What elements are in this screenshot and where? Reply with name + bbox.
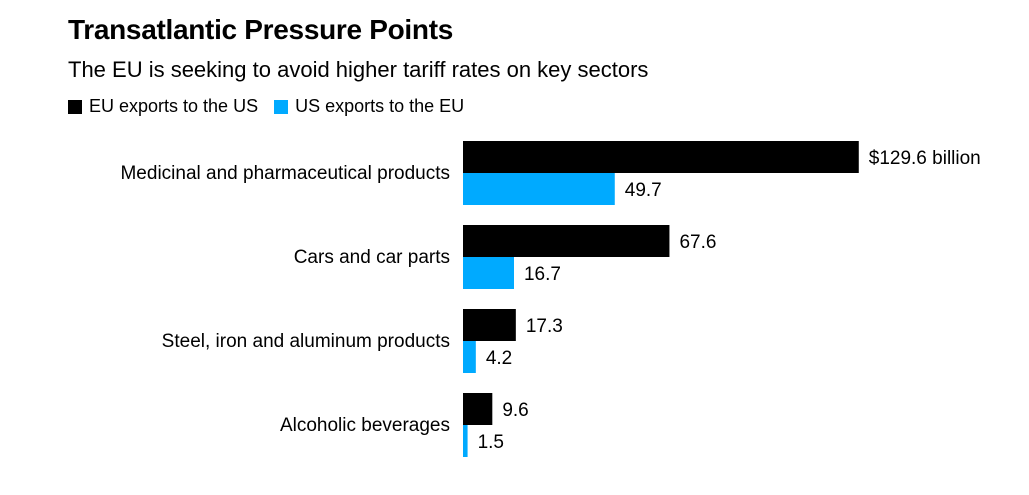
chart-title: Transatlantic Pressure Points [68,14,454,45]
category-label-alcoholic-beverages: Alcoholic beverages [280,415,450,436]
bar-eu-alcoholic-beverages [463,393,493,425]
bar-eu-cars-and-car-parts [463,225,670,257]
legend-item-us: US exports to the EU [274,96,464,117]
legend: EU exports to the US US exports to the E… [68,96,480,117]
chart-subtitle: The EU is seeking to avoid higher tariff… [68,57,649,82]
value-label-us-cars-and-car-parts: 16.7 [524,264,561,285]
value-label-eu-medicinal-and-pharmaceutical-products: $129.6 billion [869,148,981,169]
legend-swatch-eu [68,99,82,114]
bar-us-medicinal-and-pharmaceutical-products [463,173,615,205]
value-label-us-alcoholic-beverages: 1.5 [478,432,504,453]
bar-eu-medicinal-and-pharmaceutical-products [463,141,859,173]
legend-item-eu: EU exports to the US [68,96,258,117]
bar-us-cars-and-car-parts [463,257,514,289]
bar-eu-steel-iron-and-aluminum-products [463,309,516,341]
value-label-eu-steel-iron-and-aluminum-products: 17.3 [526,316,563,337]
bar-us-alcoholic-beverages [463,425,468,457]
value-label-eu-alcoholic-beverages: 9.6 [502,400,528,421]
value-label-us-medicinal-and-pharmaceutical-products: 49.7 [625,180,662,201]
bar-us-steel-iron-and-aluminum-products [463,341,476,373]
category-label-medicinal-and-pharmaceutical-products: Medicinal and pharmaceutical products [120,163,450,184]
category-label-cars-and-car-parts: Cars and car parts [294,247,450,268]
value-label-eu-cars-and-car-parts: 67.6 [679,232,716,253]
category-label-steel-iron-and-aluminum-products: Steel, iron and aluminum products [162,331,450,352]
legend-label-eu: EU exports to the US [89,96,259,116]
legend-swatch-us [274,99,289,114]
legend-label-us: US exports to the EU [295,96,465,116]
value-label-us-steel-iron-and-aluminum-products: 4.2 [486,348,512,369]
